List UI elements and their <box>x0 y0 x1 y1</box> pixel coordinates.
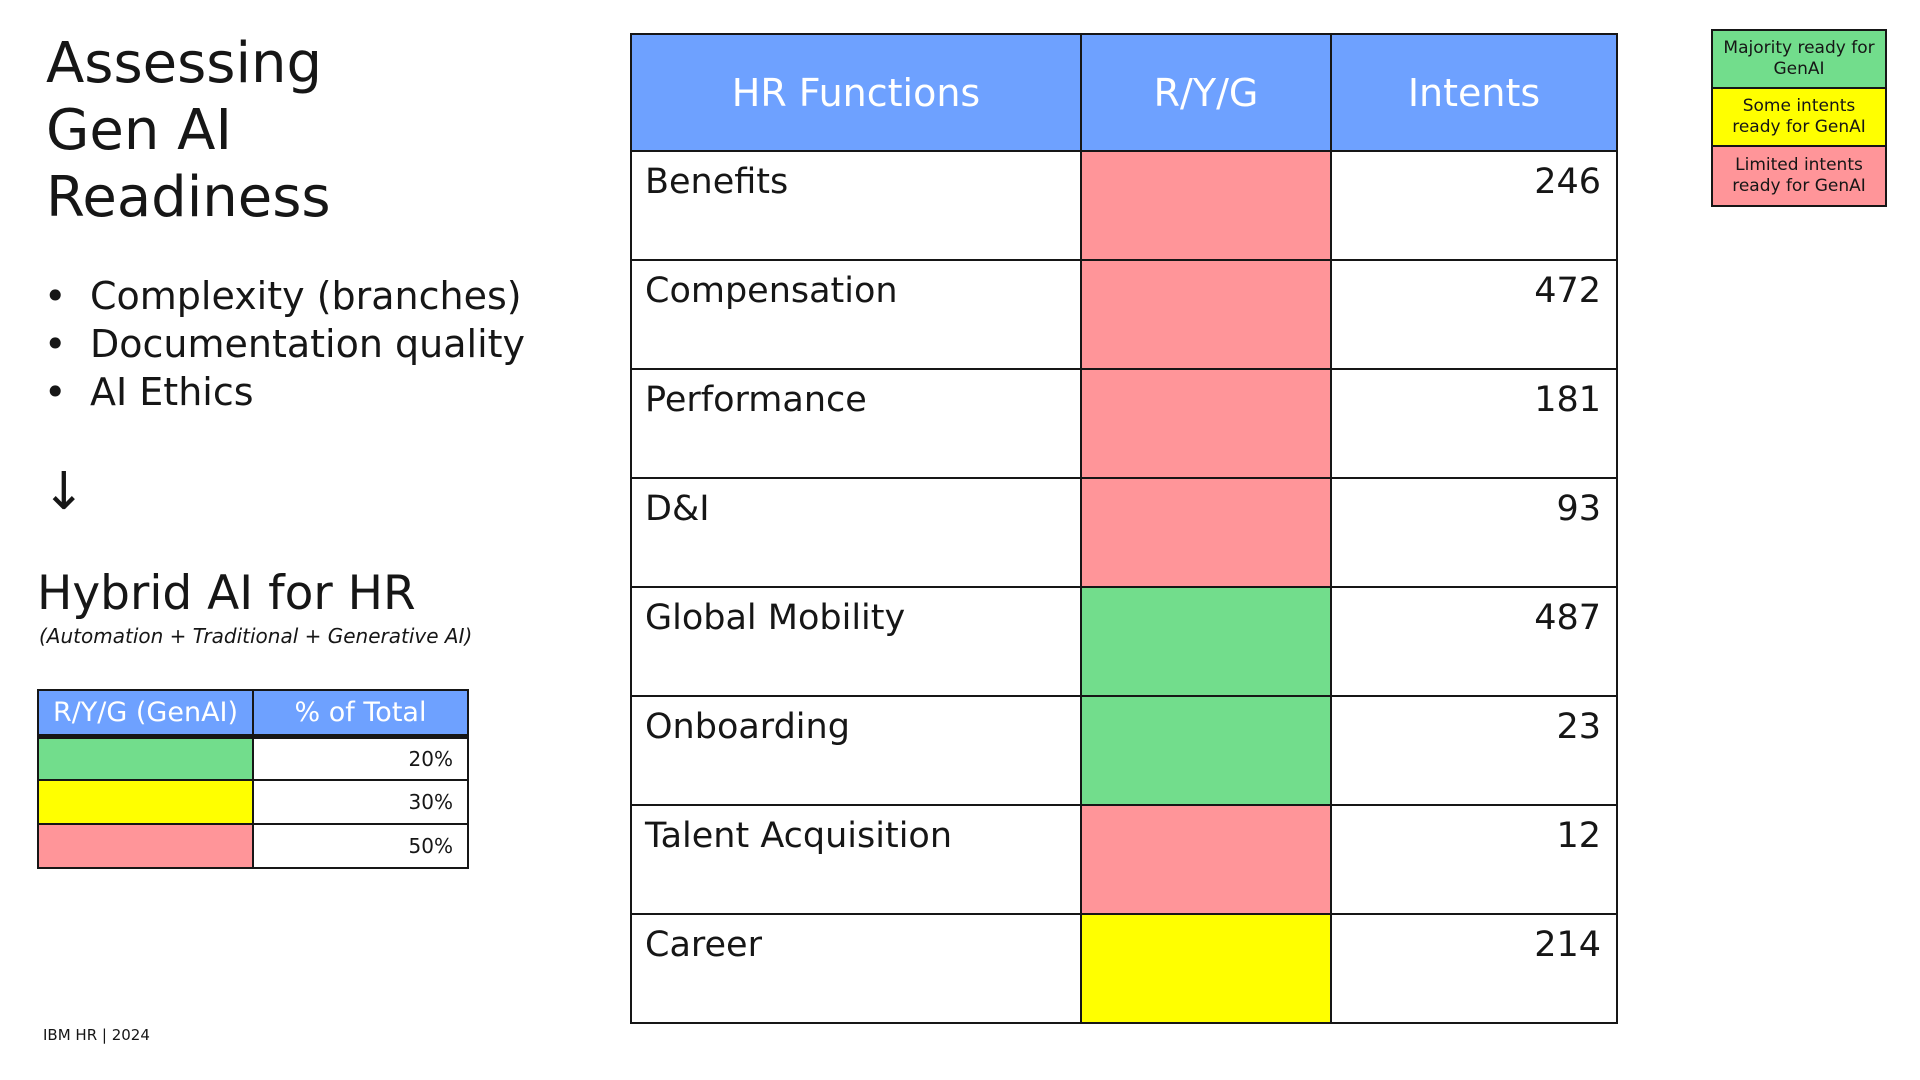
summary-row: 30% <box>37 779 469 825</box>
arrow-down-icon: ↓ <box>42 462 86 522</box>
header-ryg: R/Y/G <box>1080 33 1332 152</box>
table-row: Global Mobility 487 <box>630 586 1618 697</box>
intents-cell: 12 <box>1330 804 1618 915</box>
bullet-icon: • <box>44 322 67 366</box>
slide-title: Assessing Gen AI Readiness <box>46 30 546 231</box>
summary-header-row: R/Y/G (GenAI) % of Total <box>37 689 469 739</box>
table-row: Benefits 246 <box>630 150 1618 261</box>
summary-percent: 20% <box>252 735 469 781</box>
summary-swatch <box>37 735 254 781</box>
footer: IBM HR | 2024 <box>43 1026 150 1044</box>
legend: Majority ready for GenAI Some intents rea… <box>1711 29 1887 207</box>
criteria-item: • Complexity (branches) <box>44 272 525 320</box>
criteria-list: • Complexity (branches) • Documentation qu… <box>44 272 525 416</box>
summary-row: 20% <box>37 735 469 781</box>
intents-cell: 246 <box>1330 150 1618 261</box>
title-line: Readiness <box>46 165 331 230</box>
hr-function-cell: Onboarding <box>630 695 1082 806</box>
ryg-status-cell <box>1080 150 1332 261</box>
legend-item: Majority ready for GenAI <box>1713 31 1885 89</box>
summary-swatch <box>37 779 254 825</box>
title-line: Gen AI <box>46 98 232 163</box>
hr-function-cell: Compensation <box>630 259 1082 370</box>
ryg-status-cell <box>1080 695 1332 806</box>
legend-item: Limited intents ready for GenAI <box>1713 147 1885 205</box>
criteria-text: Complexity (branches) <box>90 274 522 318</box>
legend-item: Some intents ready for GenAI <box>1713 89 1885 147</box>
bullet-icon: • <box>44 370 67 414</box>
intents-cell: 214 <box>1330 913 1618 1024</box>
ryg-status-cell <box>1080 804 1332 915</box>
ryg-status-cell <box>1080 586 1332 697</box>
criteria-item: • AI Ethics <box>44 368 525 416</box>
hr-function-cell: Global Mobility <box>630 586 1082 697</box>
summary-percent: 50% <box>252 823 469 869</box>
intents-cell: 93 <box>1330 477 1618 588</box>
table-row: Performance 181 <box>630 368 1618 479</box>
criteria-item: • Documentation quality <box>44 320 525 368</box>
title-line: Assessing <box>46 31 323 96</box>
criteria-text: AI Ethics <box>90 370 254 414</box>
intents-cell: 487 <box>1330 586 1618 697</box>
summary-swatch <box>37 823 254 869</box>
summary-table: R/Y/G (GenAI) % of Total 20% 30% 50% <box>37 689 469 869</box>
header-hr-functions: HR Functions <box>630 33 1082 152</box>
hybrid-title: Hybrid AI for HR <box>37 566 416 621</box>
intents-cell: 23 <box>1330 695 1618 806</box>
table-row: D&I 93 <box>630 477 1618 588</box>
hr-function-cell: Performance <box>630 368 1082 479</box>
table-row: Talent Acquisition 12 <box>630 804 1618 915</box>
hr-function-cell: Talent Acquisition <box>630 804 1082 915</box>
table-row: Onboarding 23 <box>630 695 1618 806</box>
intents-cell: 472 <box>1330 259 1618 370</box>
summary-percent: 30% <box>252 779 469 825</box>
summary-row: 50% <box>37 823 469 869</box>
ryg-status-cell <box>1080 259 1332 370</box>
header-intents: Intents <box>1330 33 1618 152</box>
summary-header-percent: % of Total <box>252 689 469 739</box>
hr-function-cell: D&I <box>630 477 1082 588</box>
hybrid-subtitle: (Automation + Traditional + Generative A… <box>39 624 473 648</box>
ryg-status-cell <box>1080 368 1332 479</box>
criteria-text: Documentation quality <box>90 322 526 366</box>
table-row: Career 214 <box>630 913 1618 1024</box>
hr-function-cell: Career <box>630 913 1082 1024</box>
table-row: Compensation 472 <box>630 259 1618 370</box>
hr-functions-table: HR Functions R/Y/G Intents Benefits 246 Co… <box>630 33 1618 1024</box>
main-header-row: HR Functions R/Y/G Intents <box>630 33 1618 152</box>
ryg-status-cell <box>1080 477 1332 588</box>
summary-header-ryg: R/Y/G (GenAI) <box>37 689 254 739</box>
hr-function-cell: Benefits <box>630 150 1082 261</box>
bullet-icon: • <box>44 274 67 318</box>
intents-cell: 181 <box>1330 368 1618 479</box>
ryg-status-cell <box>1080 913 1332 1024</box>
